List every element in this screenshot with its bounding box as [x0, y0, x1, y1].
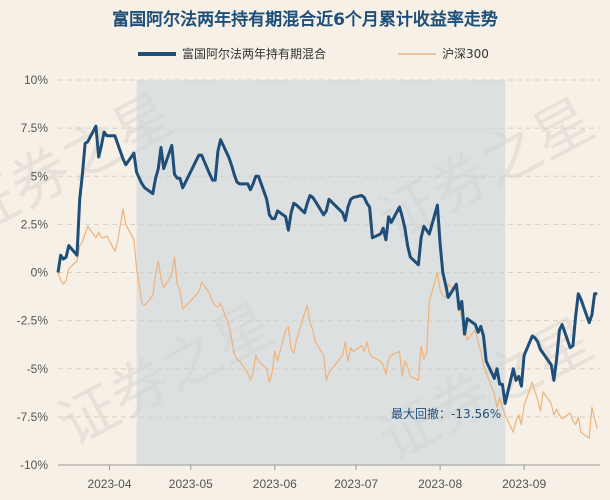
y-tick-label: -2.5% [17, 314, 49, 328]
x-axis: 2023-04 2023-05 2023-06 2023-07 2023-08 2023-… [58, 464, 600, 491]
series-line-index [57, 208, 598, 439]
x-tick-label: 2023-05 [169, 477, 213, 491]
y-tick-label: -5% [27, 362, 49, 376]
y-tick-label: 10% [24, 73, 48, 87]
chart-title: 富国阿尔法两年持有期混合近6个月累计收益率走势 [112, 9, 498, 30]
x-tick-label: 2023-04 [87, 477, 131, 491]
annotations: 最大回撤：-13.56% [391, 406, 501, 421]
grid [58, 79, 600, 466]
x-tick-label: 2023-06 [253, 477, 297, 491]
series-line-fund [56, 124, 598, 405]
y-tick-label: 0% [31, 266, 49, 280]
y-tick-label: 2.5% [21, 217, 49, 231]
x-tick-label: 2023-09 [502, 477, 546, 491]
x-tick-label: 2023-07 [334, 477, 378, 491]
legend-label-index: 沪深300 [442, 47, 489, 61]
y-tick-label: -7.5% [17, 410, 49, 424]
x-tick-label: 2023-08 [418, 477, 462, 491]
legend-label-fund: 富国阿尔法两年持有期混合 [182, 46, 326, 61]
series [56, 124, 598, 439]
legend: 富国阿尔法两年持有期混合 沪深300 [138, 46, 489, 61]
max-drawdown-label: 最大回撤：-13.56% [391, 406, 501, 421]
y-axis: 10% 7.5% 5% 2.5% 0% -2.5% -5% -7.5% -10% [17, 73, 49, 472]
y-tick-label: 5% [31, 169, 49, 183]
y-tick-label: 7.5% [21, 121, 49, 135]
y-tick-label: -10% [20, 458, 48, 472]
